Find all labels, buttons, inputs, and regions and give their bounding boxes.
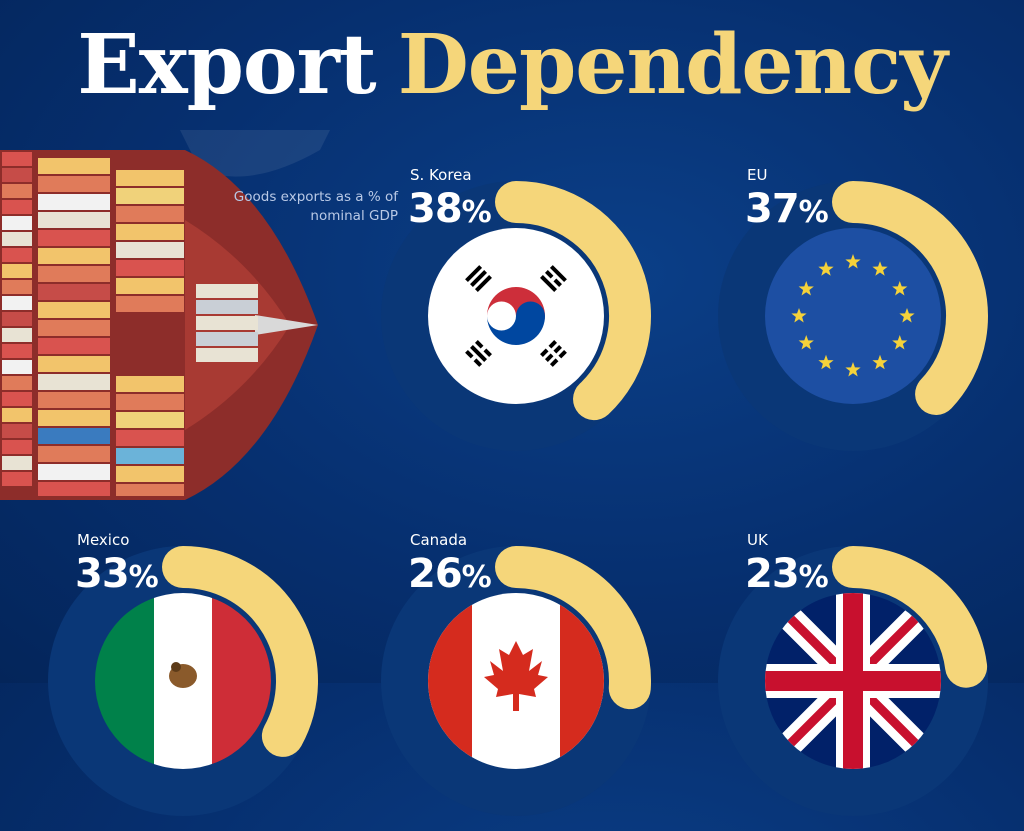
title-word-dependency: Dependency — [397, 17, 948, 113]
eu-star-icon — [872, 354, 888, 370]
eu-star-icon — [798, 281, 814, 296]
chart-title: Export Dependency — [0, 0, 1024, 130]
title-word-export: Export — [77, 17, 376, 113]
label-eu: EU — [747, 166, 768, 184]
eu-star-icon — [845, 362, 861, 377]
value-label-uk: 23% — [745, 551, 829, 597]
label-mexico: Mexico — [77, 531, 130, 549]
eu-star-icon — [872, 261, 888, 276]
label-canada: Canada — [410, 531, 468, 549]
bar-uk — [832, 546, 988, 688]
eu-star-icon — [892, 335, 908, 350]
ring-eu — [718, 181, 988, 451]
eu-star-icon — [798, 335, 814, 350]
eu-star-icon — [892, 281, 908, 296]
chart-subtitle: Goods exports as a % of nominal GDP — [233, 189, 398, 224]
value-label-canada: 26% — [408, 551, 492, 597]
value-label-s-korea: 38% — [408, 186, 492, 232]
eu-flag-icon — [765, 228, 941, 404]
eu-star-icon — [818, 261, 834, 276]
eu-star-icon — [791, 308, 807, 323]
south-korea-flag-icon — [428, 228, 604, 404]
container-ship-illustration — [0, 130, 330, 500]
bar-canada — [495, 546, 651, 710]
label-uk: UK — [747, 531, 768, 549]
bar-eu — [832, 181, 988, 416]
canada-flag-icon — [428, 593, 604, 769]
mexico-flag-icon — [95, 593, 271, 769]
uk-flag-icon — [765, 593, 941, 769]
value-label-mexico: 33% — [75, 551, 159, 597]
ring-s-korea — [381, 181, 651, 451]
bar-s-korea — [495, 181, 651, 421]
value-label-eu: 37% — [745, 186, 829, 232]
label-s-korea: S. Korea — [410, 166, 472, 184]
eu-star-icon — [818, 354, 834, 370]
eu-star-icon — [899, 308, 915, 323]
eu-star-icon — [845, 254, 861, 269]
